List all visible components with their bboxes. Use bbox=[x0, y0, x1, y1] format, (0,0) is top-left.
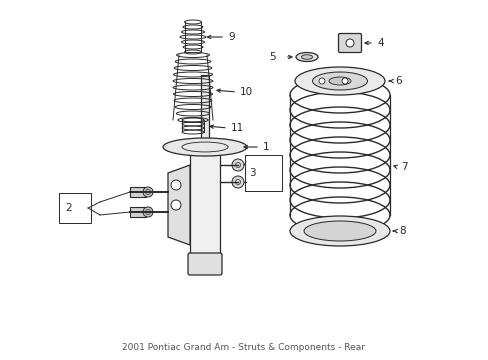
Text: 2: 2 bbox=[65, 203, 71, 213]
FancyBboxPatch shape bbox=[338, 33, 361, 53]
FancyBboxPatch shape bbox=[187, 253, 222, 275]
Circle shape bbox=[171, 200, 181, 210]
Bar bbox=[201, 75, 208, 145]
Bar bbox=[190, 145, 220, 255]
Circle shape bbox=[142, 187, 153, 197]
Ellipse shape bbox=[304, 221, 375, 241]
Circle shape bbox=[346, 39, 353, 47]
Circle shape bbox=[318, 78, 325, 84]
Text: 4: 4 bbox=[376, 38, 383, 48]
Circle shape bbox=[171, 180, 181, 190]
Circle shape bbox=[341, 78, 347, 84]
Text: 11: 11 bbox=[230, 123, 244, 133]
Circle shape bbox=[231, 159, 244, 171]
Ellipse shape bbox=[295, 53, 317, 62]
Ellipse shape bbox=[294, 67, 384, 95]
Bar bbox=[130, 187, 146, 197]
Ellipse shape bbox=[312, 72, 367, 90]
Ellipse shape bbox=[301, 55, 312, 59]
Ellipse shape bbox=[163, 138, 246, 156]
Text: 6: 6 bbox=[394, 76, 401, 86]
Text: 7: 7 bbox=[400, 162, 407, 172]
Text: 1: 1 bbox=[263, 142, 269, 152]
Text: 10: 10 bbox=[240, 87, 253, 97]
Text: 9: 9 bbox=[227, 32, 234, 42]
Text: 3: 3 bbox=[248, 168, 255, 178]
Bar bbox=[130, 207, 146, 217]
Text: 2001 Pontiac Grand Am - Struts & Components - Rear: 2001 Pontiac Grand Am - Struts & Compone… bbox=[122, 343, 365, 352]
Ellipse shape bbox=[328, 77, 350, 85]
Circle shape bbox=[142, 207, 153, 217]
Ellipse shape bbox=[289, 216, 389, 246]
Text: 5: 5 bbox=[268, 52, 275, 62]
Circle shape bbox=[231, 176, 244, 188]
Text: 8: 8 bbox=[398, 226, 405, 236]
Polygon shape bbox=[168, 165, 190, 245]
